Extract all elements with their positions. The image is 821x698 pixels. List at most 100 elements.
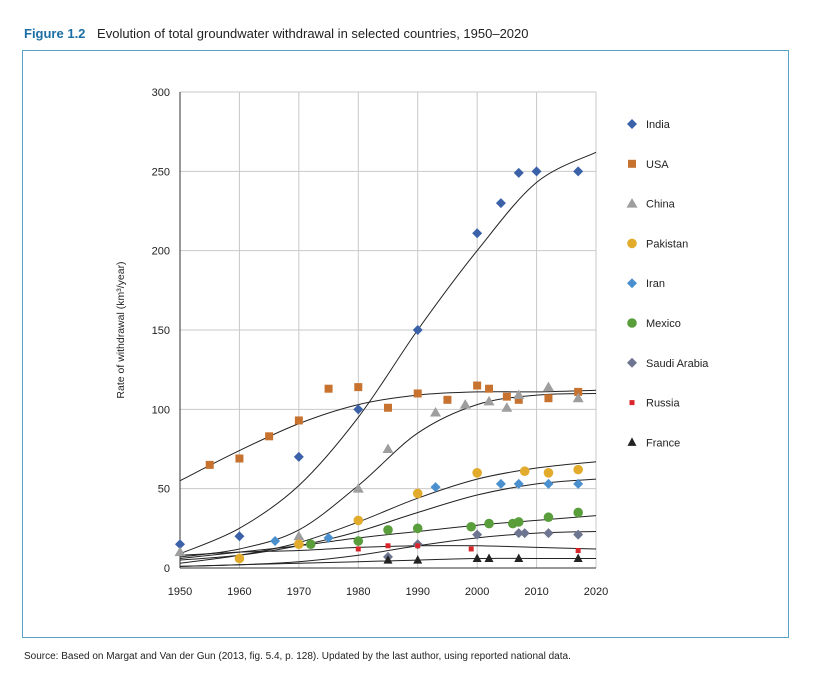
- figure-title: Evolution of total groundwater withdrawa…: [97, 26, 529, 41]
- y-tick-label: 250: [152, 166, 170, 178]
- iran-point: [513, 478, 524, 489]
- pakistan-point: [412, 488, 423, 499]
- china-point: [572, 392, 584, 403]
- mexico-point: [383, 525, 393, 535]
- iran-point: [495, 478, 506, 489]
- legend-marker-pakistan: [627, 238, 637, 249]
- usa-point: [544, 394, 553, 403]
- pakistan-point: [573, 464, 583, 475]
- mexico-point: [513, 517, 524, 527]
- x-tick-label: 1970: [287, 586, 311, 598]
- france-point: [484, 553, 494, 562]
- legend-label-russia: Russia: [646, 398, 681, 410]
- india-point: [293, 451, 304, 462]
- pakistan-point: [234, 553, 245, 564]
- mexico-point: [466, 521, 477, 532]
- legend-label-usa: USA: [646, 159, 669, 171]
- pakistan-point: [543, 468, 554, 478]
- france-point: [383, 555, 393, 564]
- india-point: [573, 166, 584, 177]
- y-tick-label: 200: [152, 246, 170, 258]
- pakistan-point: [519, 466, 530, 477]
- usa-point: [294, 416, 303, 425]
- saudi-arabia-point: [573, 529, 584, 540]
- usa-point: [514, 395, 523, 404]
- mexico-point: [573, 507, 583, 518]
- figure-caption: Figure 1.2 Evolution of total groundwate…: [24, 26, 528, 41]
- y-tick-label: 0: [164, 563, 170, 575]
- iran-point: [323, 532, 334, 543]
- mexico-point: [353, 536, 364, 546]
- usa-point: [324, 384, 333, 393]
- china-point: [293, 530, 305, 541]
- legend-label-saudi-arabia: Saudi Arabia: [646, 358, 709, 370]
- india-point: [531, 166, 542, 177]
- china-point: [483, 395, 495, 406]
- china-point: [542, 381, 554, 392]
- y-tick-label: 300: [152, 87, 170, 99]
- france-point: [514, 553, 524, 562]
- groundwater-chart: 1950 1960 1970 1980 1990 2000 2010 2020 0 50 100 15…: [115, 87, 709, 598]
- legend-marker-usa: [628, 159, 636, 168]
- india-point: [234, 531, 245, 542]
- mexico-point: [305, 539, 316, 549]
- india-point: [472, 228, 483, 239]
- x-tick-label: 2000: [465, 586, 489, 598]
- china-point: [501, 402, 513, 412]
- usa-point: [502, 392, 511, 401]
- legend-label-china: China: [646, 199, 676, 211]
- y-tick-label: 50: [158, 484, 170, 496]
- usa-point: [485, 384, 494, 393]
- legend-marker-russia: [629, 400, 635, 406]
- figure-number: Figure 1.2: [24, 26, 86, 41]
- pakistan-point: [294, 539, 304, 549]
- iran-point: [573, 478, 584, 489]
- usa-trend-line: [179, 389, 597, 482]
- usa-point: [384, 403, 392, 412]
- russia-point: [575, 548, 581, 554]
- usa-point: [354, 383, 363, 392]
- legend-label-france: France: [646, 437, 680, 449]
- legend-marker-mexico: [627, 318, 637, 328]
- china-point: [430, 407, 442, 417]
- saudi-arabia-point: [472, 529, 483, 540]
- india-trend-line: [179, 151, 597, 555]
- russia-point: [385, 543, 391, 549]
- china-trend-line: [179, 393, 597, 558]
- france-point: [413, 555, 423, 564]
- mexico-point: [412, 523, 423, 534]
- china-point: [352, 483, 364, 493]
- legend-marker-france: [627, 437, 637, 446]
- legend-marker-saudi-arabia: [627, 357, 637, 368]
- china-point: [174, 546, 186, 557]
- source-note: Source: Based on Margat and Van der Gun …: [24, 651, 571, 662]
- india-point: [513, 167, 524, 178]
- usa-point: [235, 454, 244, 463]
- russia-point: [415, 543, 421, 549]
- france-point: [573, 553, 583, 562]
- india-point: [353, 404, 364, 415]
- india-point: [175, 539, 185, 550]
- legend-label-pakistan: Pakistan: [646, 238, 688, 250]
- saudi-arabia-point: [519, 528, 530, 539]
- x-tick-label: 1960: [227, 586, 251, 598]
- x-tick-label: 1950: [168, 586, 192, 598]
- legend-marker-india: [627, 119, 637, 129]
- iran-point: [543, 478, 554, 489]
- usa-point: [413, 389, 422, 398]
- china-point: [459, 399, 471, 409]
- iran-point: [430, 482, 441, 493]
- russia-point: [355, 546, 361, 552]
- iran-point: [270, 536, 281, 547]
- india-point: [412, 325, 423, 335]
- pakistan-point: [472, 468, 482, 478]
- usa-point: [265, 432, 274, 441]
- x-tick-label: 1980: [346, 586, 370, 598]
- usa-point: [205, 460, 214, 469]
- china-point: [382, 443, 394, 453]
- china-point: [513, 389, 525, 400]
- chart-frame: 1950 1960 1970 1980 1990 2000 2010 2020 0 50 100 15…: [22, 50, 789, 638]
- france-point: [472, 553, 482, 562]
- usa-point: [574, 387, 583, 396]
- saudi-arabia-point: [513, 528, 524, 539]
